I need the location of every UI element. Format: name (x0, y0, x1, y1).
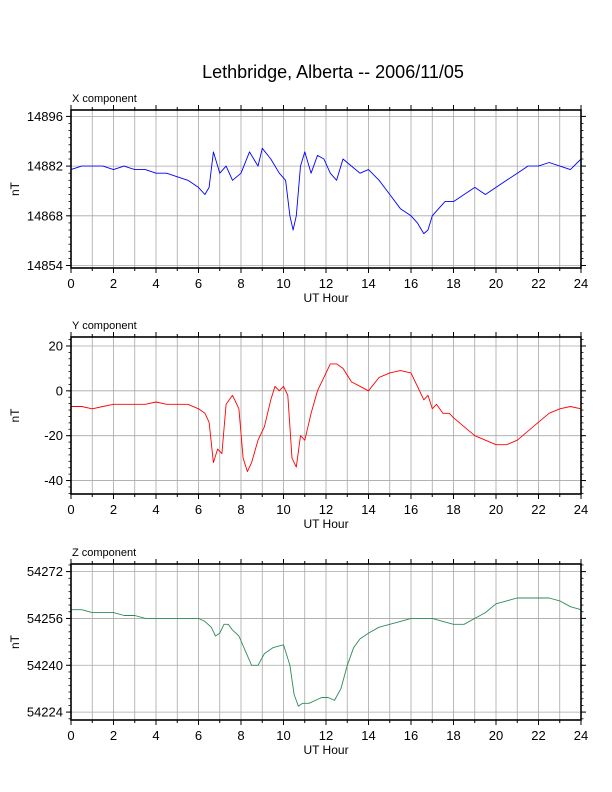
x-tick-label: 24 (574, 276, 588, 291)
x-tick-label: 24 (574, 728, 588, 743)
x-tick-label: 8 (237, 728, 244, 743)
x-tick-label: 0 (67, 502, 74, 517)
y-axis-label: nT (8, 181, 22, 196)
y-axis-label: nT (8, 634, 22, 649)
x-axis-label: UT Hour (303, 291, 348, 305)
x-tick-label: 20 (489, 276, 503, 291)
x-tick-label: 18 (446, 728, 460, 743)
x-component-label: X component (72, 93, 137, 105)
x-tick-label: 4 (152, 276, 159, 291)
z-component-label: Z component (72, 547, 136, 559)
x-tick-label: 6 (195, 502, 202, 517)
x-tick-label: 14 (361, 502, 375, 517)
z-component-panel: 0 2 4 6 8 10 12 14 16 18 20 22 245427254256542405422… (8, 547, 588, 757)
x-tick-label: 14 (361, 728, 375, 743)
y-tick-label: -40 (44, 473, 63, 488)
x-tick-label: 14 (361, 276, 375, 291)
x-tick-label: 22 (531, 502, 545, 517)
x-tick-label: 6 (195, 728, 202, 743)
y-tick-label: 14882 (27, 159, 63, 174)
y-tick-label: 54240 (27, 658, 63, 673)
figure-title: Lethbridge, Alberta -- 2006/11/05 (202, 62, 464, 82)
x-tick-label: 16 (404, 502, 418, 517)
y-tick-label: 14854 (27, 258, 63, 273)
x-tick-label: 18 (446, 502, 460, 517)
y-component-label: Y component (72, 320, 137, 332)
x-tick-label: 0 (67, 276, 74, 291)
y-tick-label: 54256 (27, 611, 63, 626)
x-tick-label: 8 (237, 276, 244, 291)
x-tick-label: 12 (319, 502, 333, 517)
x-tick-label: 12 (319, 728, 333, 743)
x-tick-label: 8 (237, 502, 244, 517)
x-component-series-line (70, 147, 582, 235)
x-tick-label: 10 (276, 728, 290, 743)
x-tick-label: 20 (489, 728, 503, 743)
x-tick-label: 10 (276, 502, 290, 517)
x-component-panel: 0 2 4 6 8 10 12 14 16 18 20 22 241489614882148681485… (8, 93, 588, 305)
x-tick-label: 4 (152, 728, 159, 743)
y-tick-label: 0 (56, 383, 63, 398)
x-tick-label: 22 (531, 728, 545, 743)
x-tick-label: 16 (404, 276, 418, 291)
x-tick-label: 0 (67, 728, 74, 743)
y-tick-label: 14868 (27, 208, 63, 223)
x-tick-label: 24 (574, 502, 588, 517)
x-axis-label: UT Hour (303, 743, 348, 757)
y-tick-label: -20 (44, 428, 63, 443)
x-tick-label: 6 (195, 276, 202, 291)
y-component-series-line (71, 363, 582, 473)
x-tick-label: 2 (110, 276, 117, 291)
x-tick-label: 12 (319, 276, 333, 291)
panels: 0 2 4 6 8 10 12 14 16 18 20 22 241489614882148681485… (8, 93, 588, 757)
y-tick-label: 20 (49, 338, 63, 353)
x-tick-label: 18 (446, 276, 460, 291)
x-tick-label: 2 (110, 502, 117, 517)
x-axis-label: UT Hour (303, 517, 348, 531)
x-tick-label: 16 (404, 728, 418, 743)
x-tick-label: 20 (489, 502, 503, 517)
y-tick-label: 54272 (27, 564, 63, 579)
y-tick-label: 54224 (27, 705, 63, 720)
x-tick-label: 10 (276, 276, 290, 291)
x-tick-label: 4 (152, 502, 159, 517)
y-tick-label: 14896 (27, 109, 63, 124)
x-tick-label: 2 (110, 728, 117, 743)
y-axis-label: nT (8, 408, 22, 423)
x-tick-label: 22 (531, 276, 545, 291)
z-component-series-line (71, 597, 582, 707)
